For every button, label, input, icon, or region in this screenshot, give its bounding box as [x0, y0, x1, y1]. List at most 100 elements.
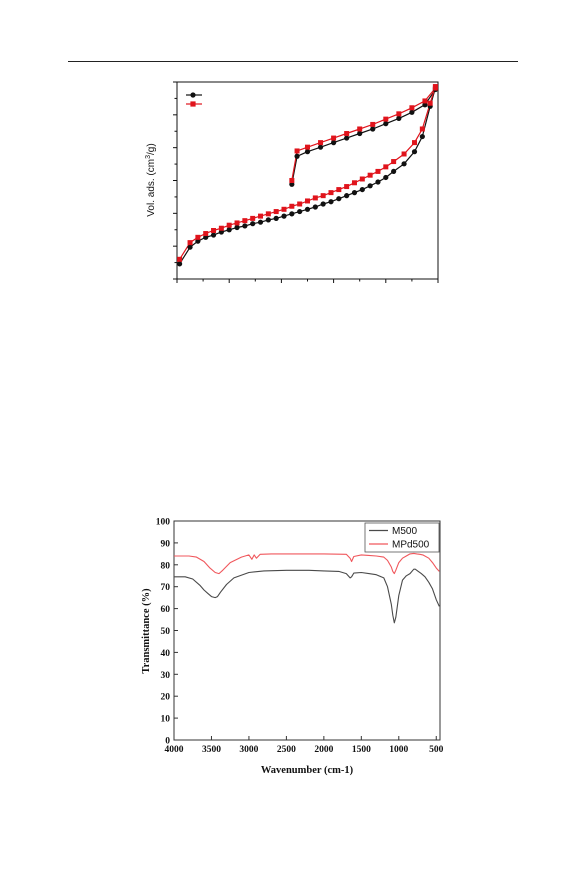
chart1-point — [294, 148, 300, 154]
chart2-x-tick-label: 1500 — [352, 745, 371, 755]
chart1-point — [195, 234, 201, 240]
chart1-point — [305, 198, 310, 204]
chart1-point — [367, 183, 373, 189]
legend-label-mpd500: MPd500 — [392, 540, 430, 551]
chart1-ticks — [173, 81, 439, 283]
chart1-point — [344, 135, 350, 141]
chart1-point — [344, 193, 350, 199]
chart1-point — [281, 206, 287, 212]
legend-marker-sample-2 — [190, 101, 196, 107]
chart1-series — [177, 84, 438, 267]
chart1-point — [375, 179, 381, 185]
chart2-y-tick-label: 20 — [161, 693, 171, 703]
chart1-point — [258, 213, 264, 219]
chart1-point — [401, 161, 407, 167]
chart2-x-tick-label: 3500 — [202, 745, 221, 755]
chart1-point — [396, 115, 402, 121]
chart2-series-m500-line — [174, 568, 440, 624]
chart1-point — [375, 168, 381, 174]
chart2-y-tick-label: 60 — [161, 605, 171, 615]
chart1-point — [367, 172, 373, 178]
chart1-point — [250, 215, 256, 221]
chart1-point — [359, 186, 365, 193]
chart2-xlabel: Wavenumber (cm-1) — [261, 765, 354, 776]
chart1-point — [328, 190, 334, 196]
chart1-point — [312, 195, 318, 201]
chart1-point — [250, 221, 256, 227]
chart1-point — [177, 261, 183, 267]
chart1-point — [210, 232, 217, 238]
chart1-point — [401, 151, 407, 157]
chart1-point — [383, 164, 389, 170]
chart1-point — [289, 203, 295, 209]
chart1-point — [187, 240, 193, 246]
chart2-x-tick-label: 4000 — [165, 745, 184, 755]
chart1-point — [383, 174, 389, 181]
chart1-point — [265, 211, 271, 217]
chart2-y-tick-label: 0 — [165, 737, 170, 747]
chart1-point — [203, 231, 209, 237]
chart1-point — [331, 135, 337, 141]
chart1-point — [317, 144, 324, 150]
chart1-point — [312, 204, 318, 210]
chart1-point — [357, 126, 363, 132]
chart1-point — [427, 100, 433, 106]
chart2-y-tick-label: 100 — [156, 518, 171, 528]
legend-label-m500: M500 — [392, 526, 417, 537]
chart1-point — [273, 215, 279, 221]
chart1-point — [242, 223, 248, 229]
chart1-point — [304, 206, 311, 212]
chart1-point — [297, 208, 303, 215]
chart1-point — [409, 105, 415, 111]
chart2-y-tick-label: 30 — [161, 671, 171, 681]
chart1-point — [318, 140, 324, 146]
chart2-y-tick-label: 80 — [161, 561, 171, 571]
chart1-point — [336, 187, 342, 193]
chart2-series — [174, 552, 440, 624]
chart1-point — [320, 193, 326, 199]
chart1-point — [391, 159, 397, 165]
chart2-y-tick-label: 70 — [161, 583, 171, 593]
chart1-point — [289, 211, 295, 217]
chart2-x-tick-label: 3000 — [239, 745, 258, 755]
chart1-point — [391, 168, 397, 175]
chart2-y-tick-label: 40 — [161, 649, 171, 659]
chart1-point — [226, 222, 232, 228]
chart1-point — [304, 149, 311, 155]
chart1-point — [218, 225, 224, 231]
chart2-legend-box — [364, 522, 440, 553]
chart2-y-tick-label: 90 — [161, 539, 171, 549]
chart2-ylabel: Transmittance (%) — [141, 588, 152, 674]
chart2-x-tick-label: 2000 — [314, 745, 333, 755]
chart1-point — [396, 111, 402, 117]
page-header-rule — [68, 61, 518, 62]
chart1-point — [336, 196, 342, 202]
chart1-point — [370, 121, 376, 127]
chart1-point — [265, 217, 271, 223]
chart2-legend: M500 MPd500 — [364, 522, 440, 553]
legend-marker-sample-1 — [190, 92, 196, 98]
chart1-point — [419, 126, 425, 132]
chart1-point — [344, 131, 350, 137]
chart1-point — [305, 144, 310, 150]
chart1-point — [187, 244, 193, 250]
chart1-point — [328, 199, 334, 205]
chart1-point — [409, 109, 415, 115]
chart1-point — [294, 153, 300, 159]
chart1-point — [211, 228, 217, 234]
chart1-point — [320, 201, 326, 207]
chart1-point — [297, 201, 303, 207]
chart2-y-tick-label: 50 — [161, 627, 171, 637]
chart1-point — [432, 85, 438, 91]
chart1-ylabel: Vol. ads. (cm3/g) — [145, 143, 157, 216]
chart1-point — [351, 180, 357, 186]
chart1-point — [383, 116, 389, 122]
chart2-ticks: 4000 3500 3000 2500 2000 1500 1000 500 0 10 20 30 40… — [156, 518, 444, 756]
chart1-point — [344, 184, 350, 190]
chart1-point — [370, 126, 376, 132]
chart1-point — [281, 213, 287, 219]
chart1-point — [359, 176, 365, 182]
chart2-x-tick-label: 2500 — [277, 745, 296, 755]
